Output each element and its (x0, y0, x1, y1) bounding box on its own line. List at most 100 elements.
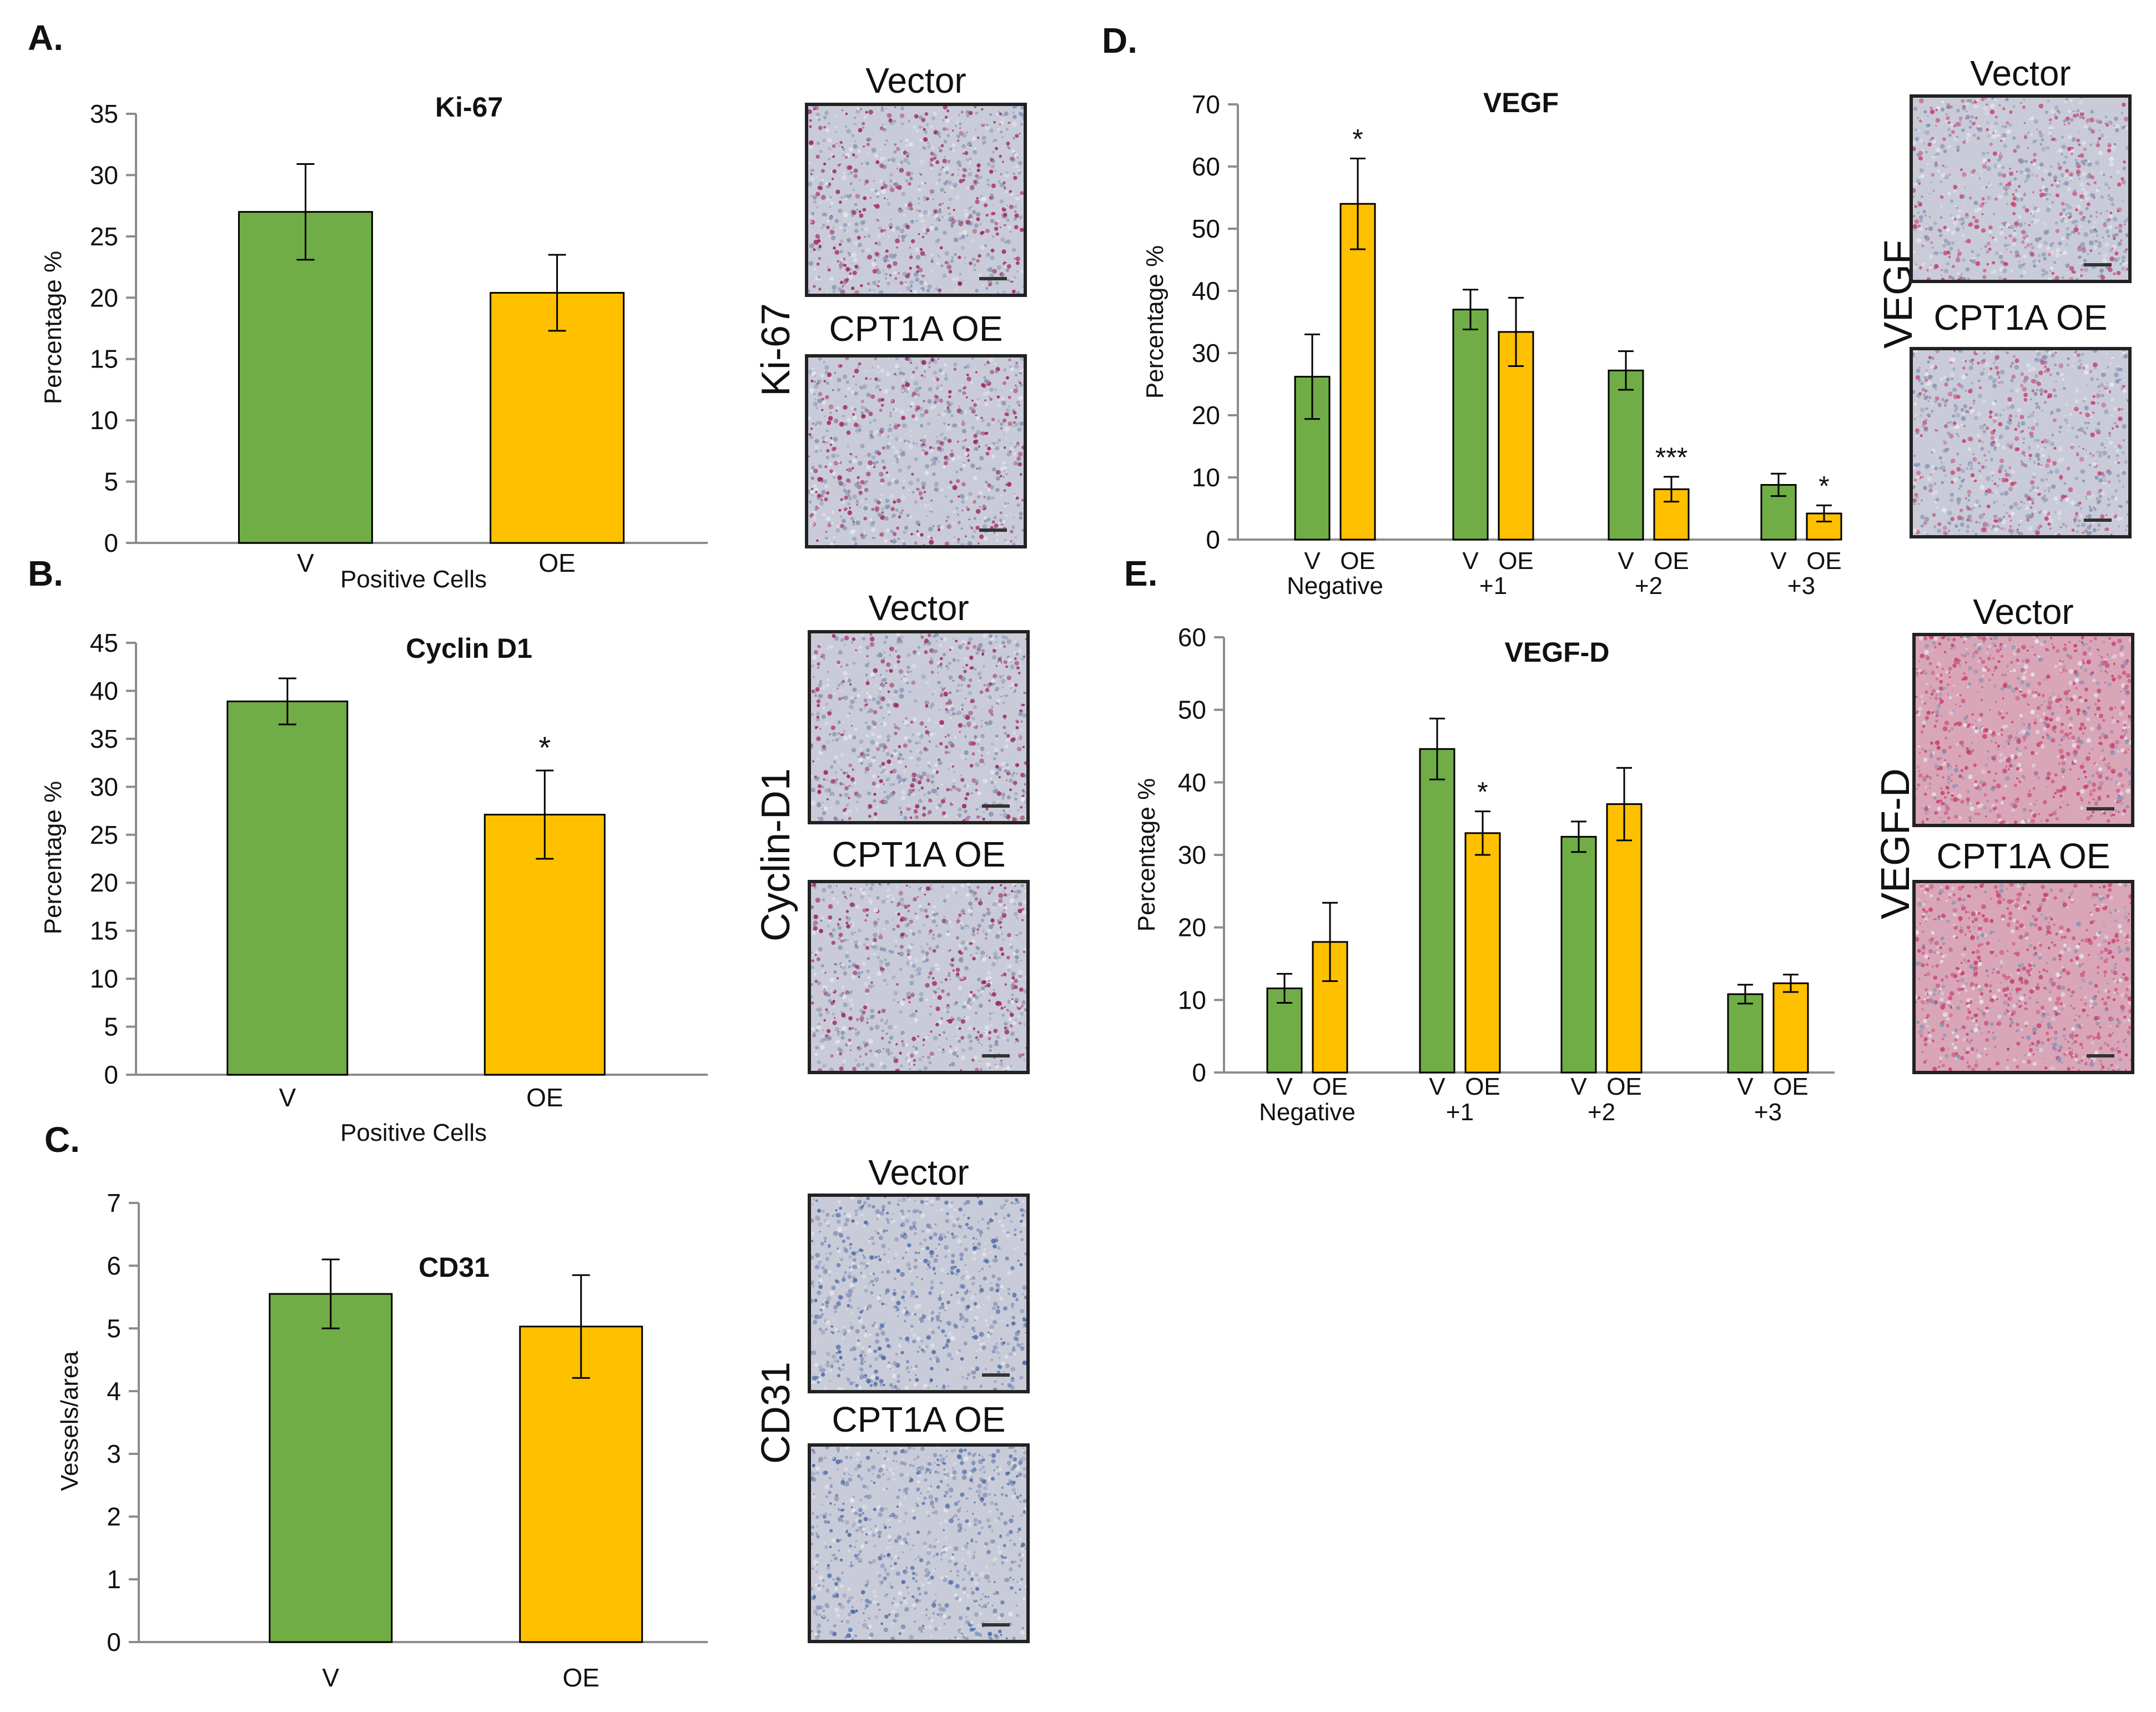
y-tick-label: 30 (1192, 339, 1220, 367)
bar-v-3 (1727, 993, 1764, 1074)
bar-v-0 (1294, 376, 1331, 541)
x-series-label: V (1570, 1073, 1587, 1100)
chart-ki67: 0 5 10 15 20 25 30 35 Ki-67 Percentage % V OE Positi… (39, 92, 708, 593)
y-tick-label: 25 (90, 820, 118, 849)
x-series-label: OE (1312, 1073, 1348, 1100)
y-tick-label: 60 (1178, 623, 1206, 652)
micrograph-cyclin-vector (808, 630, 1030, 824)
y-tick-label: 20 (1192, 401, 1220, 430)
significance-marker: *** (1655, 442, 1687, 473)
micrograph-vegf-vector-image (1913, 98, 2128, 280)
micrograph-cyclin-oe-image (811, 883, 1026, 1071)
bar-oe-2 (1606, 803, 1643, 1074)
x-group-label: +2 (1635, 572, 1663, 600)
chart-title: Cyclin D1 (406, 633, 532, 664)
chart-cyclin: 0 5 10 15 20 25 30 35 40 45 Cyclin D1 Percentage % V… (39, 628, 708, 1146)
y-tick-label: 0 (107, 1628, 121, 1656)
micrograph-cyclin-side-label: Cyclin-D1 (754, 768, 798, 942)
y-tick-label: 60 (1192, 152, 1220, 181)
y-tick-label: 40 (1178, 768, 1206, 797)
scale-bar (2084, 263, 2112, 266)
micrograph-ki67-bottom-label: CPT1A OE (829, 309, 1003, 349)
micrograph-cd31-bottom-label: CPT1A OE (832, 1399, 1006, 1439)
y-tick-label: 4 (107, 1377, 121, 1406)
micrograph-cd31-vector (808, 1194, 1030, 1393)
y-axis-label: Percentage % (39, 251, 67, 404)
x-category-label: V (279, 1083, 296, 1112)
bar-oe-3 (1772, 982, 1809, 1074)
x-series-label: OE (1340, 547, 1376, 575)
micrograph-vegf-top-label: Vector (1970, 53, 2071, 93)
micrograph-vegfd-vector (1912, 633, 2134, 827)
x-category-label: OE (538, 548, 575, 577)
bar-v (269, 1293, 393, 1643)
x-series-label: OE (1465, 1073, 1500, 1100)
y-tick-label: 5 (104, 1013, 118, 1041)
bar-v-2 (1560, 835, 1597, 1074)
y-tick-label: 5 (104, 467, 118, 496)
micrograph-cd31-top-label: Vector (868, 1152, 969, 1192)
panel-letter-a: A. (28, 18, 63, 58)
scale-bar (2084, 518, 2112, 522)
scale-bar (982, 804, 1010, 808)
x-series-label: V (1304, 547, 1321, 575)
x-series-label: V (1462, 547, 1479, 575)
micrograph-ki67-oe (805, 354, 1027, 548)
x-group-label: +3 (1787, 572, 1815, 600)
x-series-label: OE (1773, 1073, 1809, 1100)
x-category-label: OE (526, 1083, 563, 1112)
micrograph-vegfd-vector-image (1916, 636, 2131, 824)
y-tick-label: 35 (90, 724, 118, 753)
significance-marker: * (1352, 123, 1363, 154)
x-group-label: +1 (1479, 572, 1507, 600)
significance-marker: * (1819, 470, 1829, 501)
x-axis-label: Positive Cells (340, 566, 487, 593)
bar-oe-0 (1339, 203, 1376, 541)
y-tick-label: 45 (90, 628, 118, 657)
scale-bar (982, 1623, 1010, 1627)
bar-oe (490, 291, 625, 544)
bar-oe (519, 1326, 643, 1643)
y-tick-label: 0 (104, 528, 118, 557)
y-tick-label: 15 (90, 345, 118, 374)
y-tick-label: 30 (90, 160, 118, 189)
micrograph-vegfd-side-label: VEGF-D (1873, 768, 1918, 920)
panel-letter-c: C. (44, 1120, 80, 1160)
y-tick-label: 70 (1192, 90, 1220, 119)
y-tick-label: 0 (104, 1060, 118, 1089)
micrograph-cd31-oe-image (811, 1447, 1026, 1640)
micrograph-vegf-oe (1910, 347, 2132, 538)
y-tick-label: 30 (1178, 840, 1206, 869)
bar-v-2 (1608, 369, 1644, 541)
micrograph-cd31-side-label: CD31 (754, 1361, 798, 1464)
x-category-label: OE (563, 1663, 600, 1692)
micrograph-cd31-vector-image (811, 1197, 1026, 1390)
significance-marker: * (538, 730, 551, 765)
micrograph-cyclin-bottom-label: CPT1A OE (832, 834, 1006, 874)
x-axis-label: Positive Cells (340, 1119, 487, 1146)
micrograph-ki67-side-label: Ki-67 (754, 303, 798, 397)
y-tick-label: 50 (1192, 214, 1220, 243)
x-series-label: OE (1806, 547, 1842, 575)
scale-bar (982, 1373, 1010, 1377)
y-tick-label: 2 (107, 1502, 121, 1531)
x-series-label: OE (1498, 547, 1534, 575)
chart-title: CD31 (419, 1252, 490, 1283)
y-tick-label: 50 (1178, 696, 1206, 724)
y-tick-label: 40 (1192, 276, 1220, 305)
micrograph-cyclin-oe (808, 880, 1030, 1074)
micrograph-vegfd-oe (1912, 880, 2134, 1074)
y-axis-label: Percentage % (1133, 778, 1160, 931)
chart-title: VEGF-D (1505, 637, 1610, 668)
x-group-label: Negative (1287, 572, 1383, 600)
bar-v (238, 211, 373, 544)
x-group-label: +2 (1588, 1099, 1615, 1126)
y-axis-label: Percentage % (1141, 245, 1168, 399)
x-series-label: V (1276, 1073, 1293, 1100)
x-group-label: Negative (1259, 1099, 1356, 1126)
panel-letter-b: B. (28, 553, 63, 593)
panel-letter-d: D. (1102, 21, 1137, 61)
chart-cd31: 0 1 2 3 4 5 6 7 CD31 Vessels/area V OE (56, 1189, 708, 1692)
micrograph-vegf-vector (1910, 94, 2132, 283)
micrograph-vegfd-top-label: Vector (1973, 592, 2074, 632)
